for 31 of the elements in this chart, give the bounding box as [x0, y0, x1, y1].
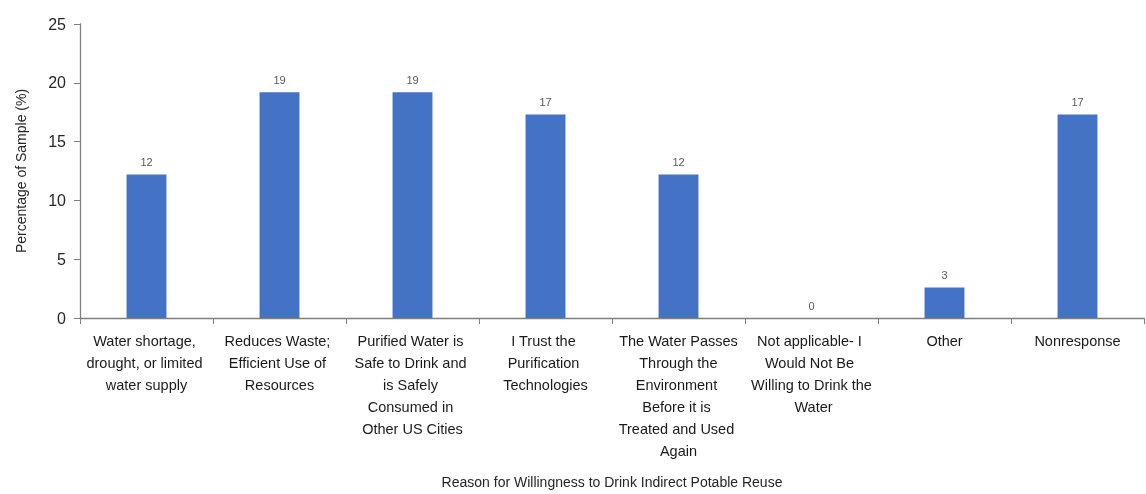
bar — [259, 92, 300, 318]
data-label: 3 — [941, 268, 948, 281]
x-tick-label: Purified Water is Safe to Drink and is Safely Consumed in Other US Cities — [354, 333, 471, 437]
data-label: 12 — [672, 156, 685, 169]
y-tick-label: 0 — [57, 309, 67, 327]
data-label: 17 — [1071, 96, 1084, 109]
bar — [126, 174, 167, 318]
y-axis-title: Percentage of Sample (%) — [13, 88, 29, 254]
x-tick-label: Nonresponse — [1034, 333, 1121, 349]
x-tick-label: I Trust the Purification Technologies — [503, 333, 588, 393]
data-label: 19 — [273, 73, 286, 86]
y-tick-label: 15 — [48, 133, 67, 151]
x-axis-title: Reason for Willingness to Drink Indirect Potable Reuse — [441, 474, 783, 490]
x-tick-label: The Water Passes Through the Environment Before it is Treated and Used Again — [618, 333, 739, 459]
y-tick-label: 20 — [48, 74, 67, 92]
bar — [1057, 114, 1098, 318]
data-label: 17 — [539, 96, 552, 109]
bar — [392, 92, 433, 318]
bar — [924, 287, 965, 318]
x-tick-label: Water shortage, drought, or limited water supply — [86, 333, 207, 393]
bar — [525, 114, 566, 318]
y-tick-label: 25 — [48, 15, 67, 33]
data-label: 19 — [406, 73, 419, 86]
bar — [658, 174, 699, 318]
data-label: 0 — [808, 299, 815, 312]
y-tick-label: 5 — [57, 250, 67, 268]
x-tick-label: Other — [926, 333, 963, 349]
x-tick-label: Not applicable- I Would Not Be Willing to Drink the Water — [751, 333, 872, 415]
data-label: 12 — [140, 156, 153, 169]
x-tick-label: Reduces Waste; Efficient Use of Resources — [224, 333, 335, 393]
y-tick-label: 10 — [48, 191, 67, 209]
